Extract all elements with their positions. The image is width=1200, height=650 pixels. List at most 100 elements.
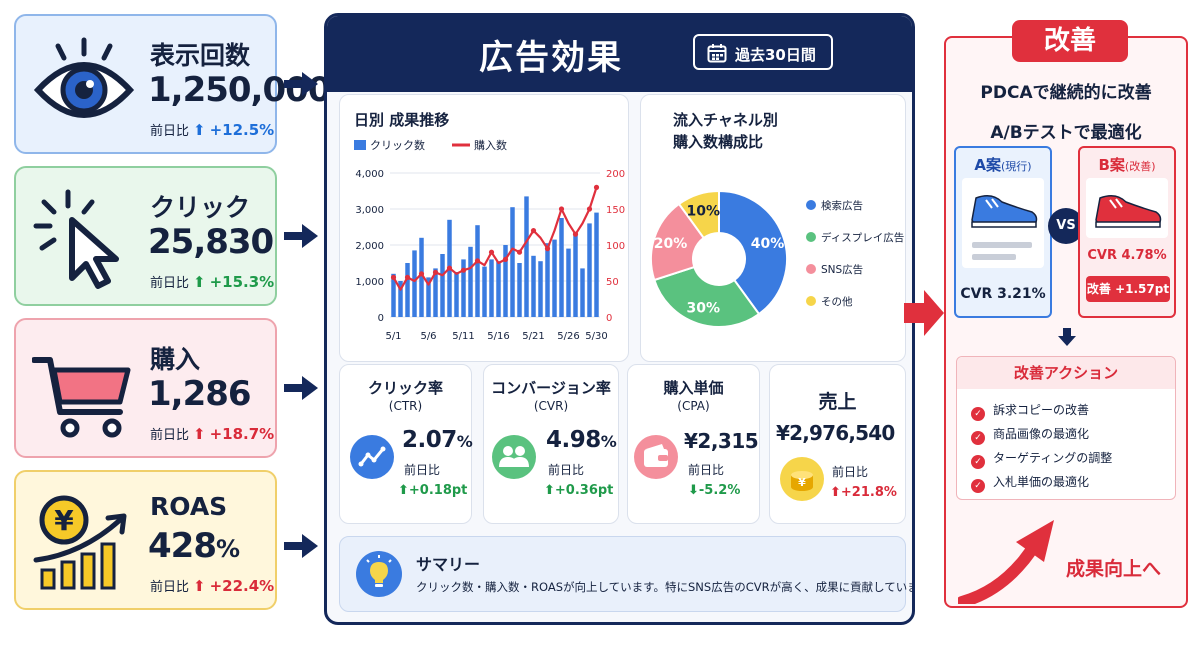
pie-slice — [650, 202, 706, 282]
metric-change-value: -5.2% — [698, 483, 741, 498]
arrow-down-icon — [1058, 328, 1076, 346]
metric-change-value: +0.36pt — [554, 483, 614, 498]
bar-clicks — [475, 225, 480, 317]
metric-change: ⬆+21.8% — [830, 485, 897, 500]
arrow-up-icon: ⬆ — [830, 485, 841, 500]
ad-performance-panel: 広告効果 過去30日間 日別 成果推移 クリック数 購入数 4,000 3,000 2,… — [324, 13, 915, 625]
bar-clicks — [538, 261, 543, 317]
arrow-up-icon: ⬆ — [398, 483, 409, 498]
x-tick-label: 5/26 — [557, 331, 579, 342]
point-purchases — [516, 249, 523, 255]
x-tick-label: 5/21 — [522, 331, 544, 342]
bar-clicks — [405, 263, 410, 317]
kpi-change: 前日比 ⬆ +15.3% — [150, 272, 274, 291]
kpi-card-roas: ¥ ROAS 428% 前日比 ⬆ +22.4% — [14, 470, 277, 610]
legend-label: SNS広告 — [821, 263, 863, 276]
variant-a-preview — [962, 178, 1044, 268]
action-item: ✓ ターゲティングの調整 — [971, 449, 1112, 469]
check-icon: ✓ — [971, 407, 985, 421]
lightbulb-icon — [356, 551, 402, 597]
y-right-tick-label: 100 — [606, 241, 625, 252]
bar-clicks — [461, 259, 466, 317]
eye-icon — [33, 37, 135, 118]
bar-clicks — [489, 259, 494, 317]
arrow-right-icon — [284, 224, 318, 248]
yen-growth-icon: ¥ — [33, 495, 127, 590]
kpi-change: 前日比 ⬆ +22.4% — [150, 576, 274, 595]
bar-clicks — [412, 250, 417, 317]
point-purchases — [558, 206, 565, 212]
point-purchases — [418, 271, 425, 277]
kpi-value: 1,286 — [148, 374, 252, 414]
bar-clicks — [517, 263, 522, 317]
variant-b-card: B案(改善) CVR 4.78% 改善 +1.57pt — [1078, 146, 1176, 318]
y-right-tick-label: 0 — [606, 313, 612, 324]
x-tick-label: 5/11 — [452, 331, 474, 342]
metric-card-cpa: 購入単価 (CPA) ¥2,315 前日比 ⬇-5.2% — [627, 364, 760, 524]
kpi-label: ROAS — [150, 492, 228, 521]
metric-card-ctr: クリック率 (CTR) 2.07% 前日比 ⬆+0.18pt — [339, 364, 473, 524]
blue-sneaker-icon — [971, 195, 1038, 228]
change-value: +18.7% — [209, 425, 275, 443]
bar-clicks — [594, 212, 599, 317]
y-right-tick-label: 50 — [606, 277, 619, 288]
kpi-card-purchases: 購入 1,286 前日比 ⬆ +18.7% — [14, 318, 277, 458]
bar-clicks — [482, 266, 487, 317]
yen-coins-icon: ¥ — [780, 457, 824, 501]
daily-performance-chart: クリック数 購入数 4,000 3,000 2,000 1,000 0 200 150 100 50… — [354, 138, 625, 342]
calendar-icon — [707, 44, 727, 63]
period-selector[interactable]: 過去30日間 — [693, 34, 833, 70]
y-right-tick-label: 150 — [606, 205, 625, 216]
improvement-tag: 改善 — [1012, 20, 1128, 62]
bar-clicks — [426, 277, 431, 317]
arrow-up-icon: ⬆ — [193, 121, 206, 139]
change-value: +15.3% — [209, 273, 275, 291]
point-purchases — [432, 269, 439, 275]
arrow-down-icon: ⬇ — [688, 483, 699, 498]
metric-subtitle: (CTR) — [388, 399, 423, 413]
kpi-label: クリック — [150, 193, 251, 222]
goal-text: 成果向上へ — [1066, 558, 1162, 580]
metric-change: ⬇-5.2% — [688, 483, 740, 498]
legend-swatch-clicks — [354, 140, 366, 150]
growth-arrow-icon — [958, 520, 1054, 604]
line-purchases — [392, 187, 598, 291]
lift-badge: 改善 +1.57pt — [1086, 276, 1170, 302]
bar-clicks — [573, 232, 578, 317]
metric-subtitle: (CPA) — [677, 399, 710, 413]
action-item: ✓ 訴求コピーの改善 — [971, 401, 1089, 421]
y-right-tick-label: 200 — [606, 169, 625, 180]
legend-label: その他 — [821, 295, 853, 308]
check-icon: ✓ — [971, 455, 985, 469]
kpi-change: 前日比 ⬆ +18.7% — [150, 424, 274, 443]
action-item-text: ターゲティングの調整 — [993, 451, 1113, 465]
check-icon: ✓ — [971, 431, 985, 445]
arrow-right-icon — [284, 72, 318, 96]
bar-clicks — [398, 281, 403, 317]
actions-title: 改善アクション — [957, 357, 1175, 389]
kpi-card-clicks: クリック 25,830 前日比 ⬆ +15.3% — [14, 166, 277, 306]
change-label: 前日比 — [150, 276, 190, 291]
check-icon: ✓ — [971, 479, 985, 493]
bar-clicks — [510, 207, 515, 317]
kpi-value: 428% — [148, 526, 240, 566]
summary-title: サマリー — [416, 555, 481, 574]
placeholder-line — [972, 254, 1016, 260]
change-label: 前日比 — [150, 124, 190, 139]
kpi-value-number: 428 — [148, 526, 217, 566]
bar-clicks — [552, 239, 557, 317]
metric-change-label: 前日比 — [688, 463, 725, 477]
placeholder-line — [972, 242, 1032, 248]
pie-value-label: 20% — [654, 236, 688, 252]
metric-card-cvr: コンバージョン率 (CVR) 4.98% 前日比 ⬆+0.36pt — [483, 364, 619, 524]
metric-change-label: 前日比 — [832, 465, 869, 479]
metric-value-number: 2.07 — [402, 427, 457, 453]
legend-swatch — [806, 264, 816, 274]
variant-name: A案 — [974, 156, 1001, 174]
metric-title: コンバージョン率 — [491, 379, 611, 397]
bar-clicks — [559, 218, 564, 317]
kpi-value: 1,250,000 — [148, 70, 331, 110]
bar-clicks — [468, 246, 473, 317]
arrow-right-icon — [284, 534, 318, 558]
x-tick-label: 5/1 — [385, 331, 401, 342]
